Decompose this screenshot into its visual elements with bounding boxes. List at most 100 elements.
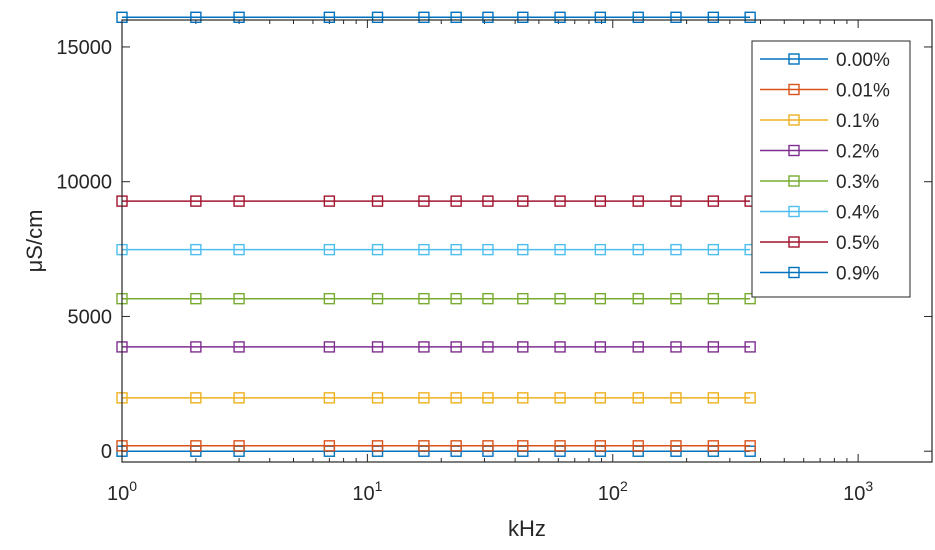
legend-box	[751, 40, 911, 298]
legend-item: 0.00%	[760, 50, 890, 71]
legend-item: 0.1%	[760, 111, 879, 132]
data-point	[233, 392, 245, 404]
data-point	[707, 392, 720, 404]
y-tick-label: 15000	[56, 37, 112, 59]
data-point	[450, 195, 462, 207]
data-point	[594, 440, 607, 452]
data-point	[670, 243, 682, 256]
data-point	[418, 243, 430, 256]
data-point	[450, 392, 462, 404]
data-point	[554, 392, 566, 404]
data-point	[371, 11, 384, 24]
data-point	[418, 392, 430, 404]
legend-label: 0.4%	[836, 203, 879, 224]
y-tick-label: 0	[101, 441, 112, 463]
data-point	[517, 292, 529, 305]
data-point	[323, 392, 336, 404]
data-point	[418, 11, 430, 24]
x-axis-ticks: 100 101 102 103	[107, 20, 933, 505]
data-point	[632, 243, 644, 256]
data-point	[632, 11, 644, 24]
data-point	[517, 195, 529, 207]
x-tick-label: 101	[352, 478, 382, 505]
data-point	[233, 243, 245, 256]
data-point	[632, 341, 644, 353]
data-point	[707, 11, 720, 24]
data-point	[632, 195, 644, 207]
legend-marker	[788, 175, 800, 187]
y-axis-ticks: 0 5000 10000 15000	[56, 37, 932, 463]
data-point	[554, 195, 566, 207]
x-tick-label-base: 10	[352, 483, 374, 505]
data-point	[517, 392, 529, 404]
data-point	[707, 195, 720, 207]
data-point	[190, 11, 202, 24]
legend-item: 0.01%	[760, 81, 890, 102]
data-point	[418, 440, 430, 452]
legend-label: 0.5%	[836, 233, 879, 254]
data-point	[371, 243, 384, 256]
data-point	[323, 440, 336, 452]
x-tick-label-exponent: 3	[865, 478, 873, 494]
data-point	[517, 243, 529, 256]
data-point	[670, 392, 682, 404]
data-point	[418, 341, 430, 353]
series-5	[116, 243, 756, 256]
data-point	[190, 392, 202, 404]
data-point	[482, 341, 494, 353]
data-point	[744, 11, 756, 24]
legend-label: 0.3%	[836, 172, 879, 193]
data-point	[594, 392, 607, 404]
data-point	[482, 392, 494, 404]
data-point	[632, 292, 644, 305]
x-tick-label-exponent: 2	[620, 478, 628, 494]
x-tick-label: 102	[598, 478, 628, 505]
data-point	[371, 292, 384, 305]
data-point	[371, 440, 384, 452]
data-point	[482, 11, 494, 24]
data-point	[517, 440, 529, 452]
data-point	[744, 392, 756, 404]
data-point	[707, 440, 720, 452]
data-point	[323, 195, 336, 207]
data-point	[744, 292, 756, 305]
data-point	[594, 292, 607, 305]
legend-item: 0.5%	[760, 233, 879, 254]
data-point	[482, 243, 494, 256]
data-point	[190, 195, 202, 207]
data-point	[554, 341, 566, 353]
series-1	[116, 440, 756, 452]
data-point	[418, 292, 430, 305]
data-point	[233, 292, 245, 305]
data-point	[323, 11, 336, 24]
data-point	[707, 292, 720, 305]
legend-marker	[788, 266, 800, 279]
data-point	[517, 11, 529, 24]
series-layer	[116, 11, 756, 457]
data-point	[233, 440, 245, 452]
data-point	[707, 243, 720, 256]
data-point	[233, 11, 245, 24]
data-point	[450, 243, 462, 256]
data-point	[594, 195, 607, 207]
data-point	[233, 341, 245, 353]
data-point	[594, 243, 607, 256]
data-point	[450, 341, 462, 353]
legend-label: 0.1%	[836, 111, 879, 132]
legend-marker	[788, 83, 800, 96]
legend-label: 0.9%	[836, 264, 879, 285]
plot-frame	[121, 19, 933, 463]
data-point	[707, 341, 720, 353]
data-point	[450, 292, 462, 305]
x-tick-label: 103	[843, 478, 873, 505]
data-point	[190, 292, 202, 305]
x-tick-label-exponent: 1	[375, 478, 383, 494]
data-point	[371, 195, 384, 207]
y-tick-label: 5000	[68, 306, 113, 328]
data-point	[190, 341, 202, 353]
legend-item: 0.4%	[760, 203, 879, 224]
series-7	[116, 11, 756, 24]
y-axis-label: μS/cm	[22, 210, 47, 273]
x-tick-label-base: 10	[843, 483, 865, 505]
data-point	[594, 11, 607, 24]
